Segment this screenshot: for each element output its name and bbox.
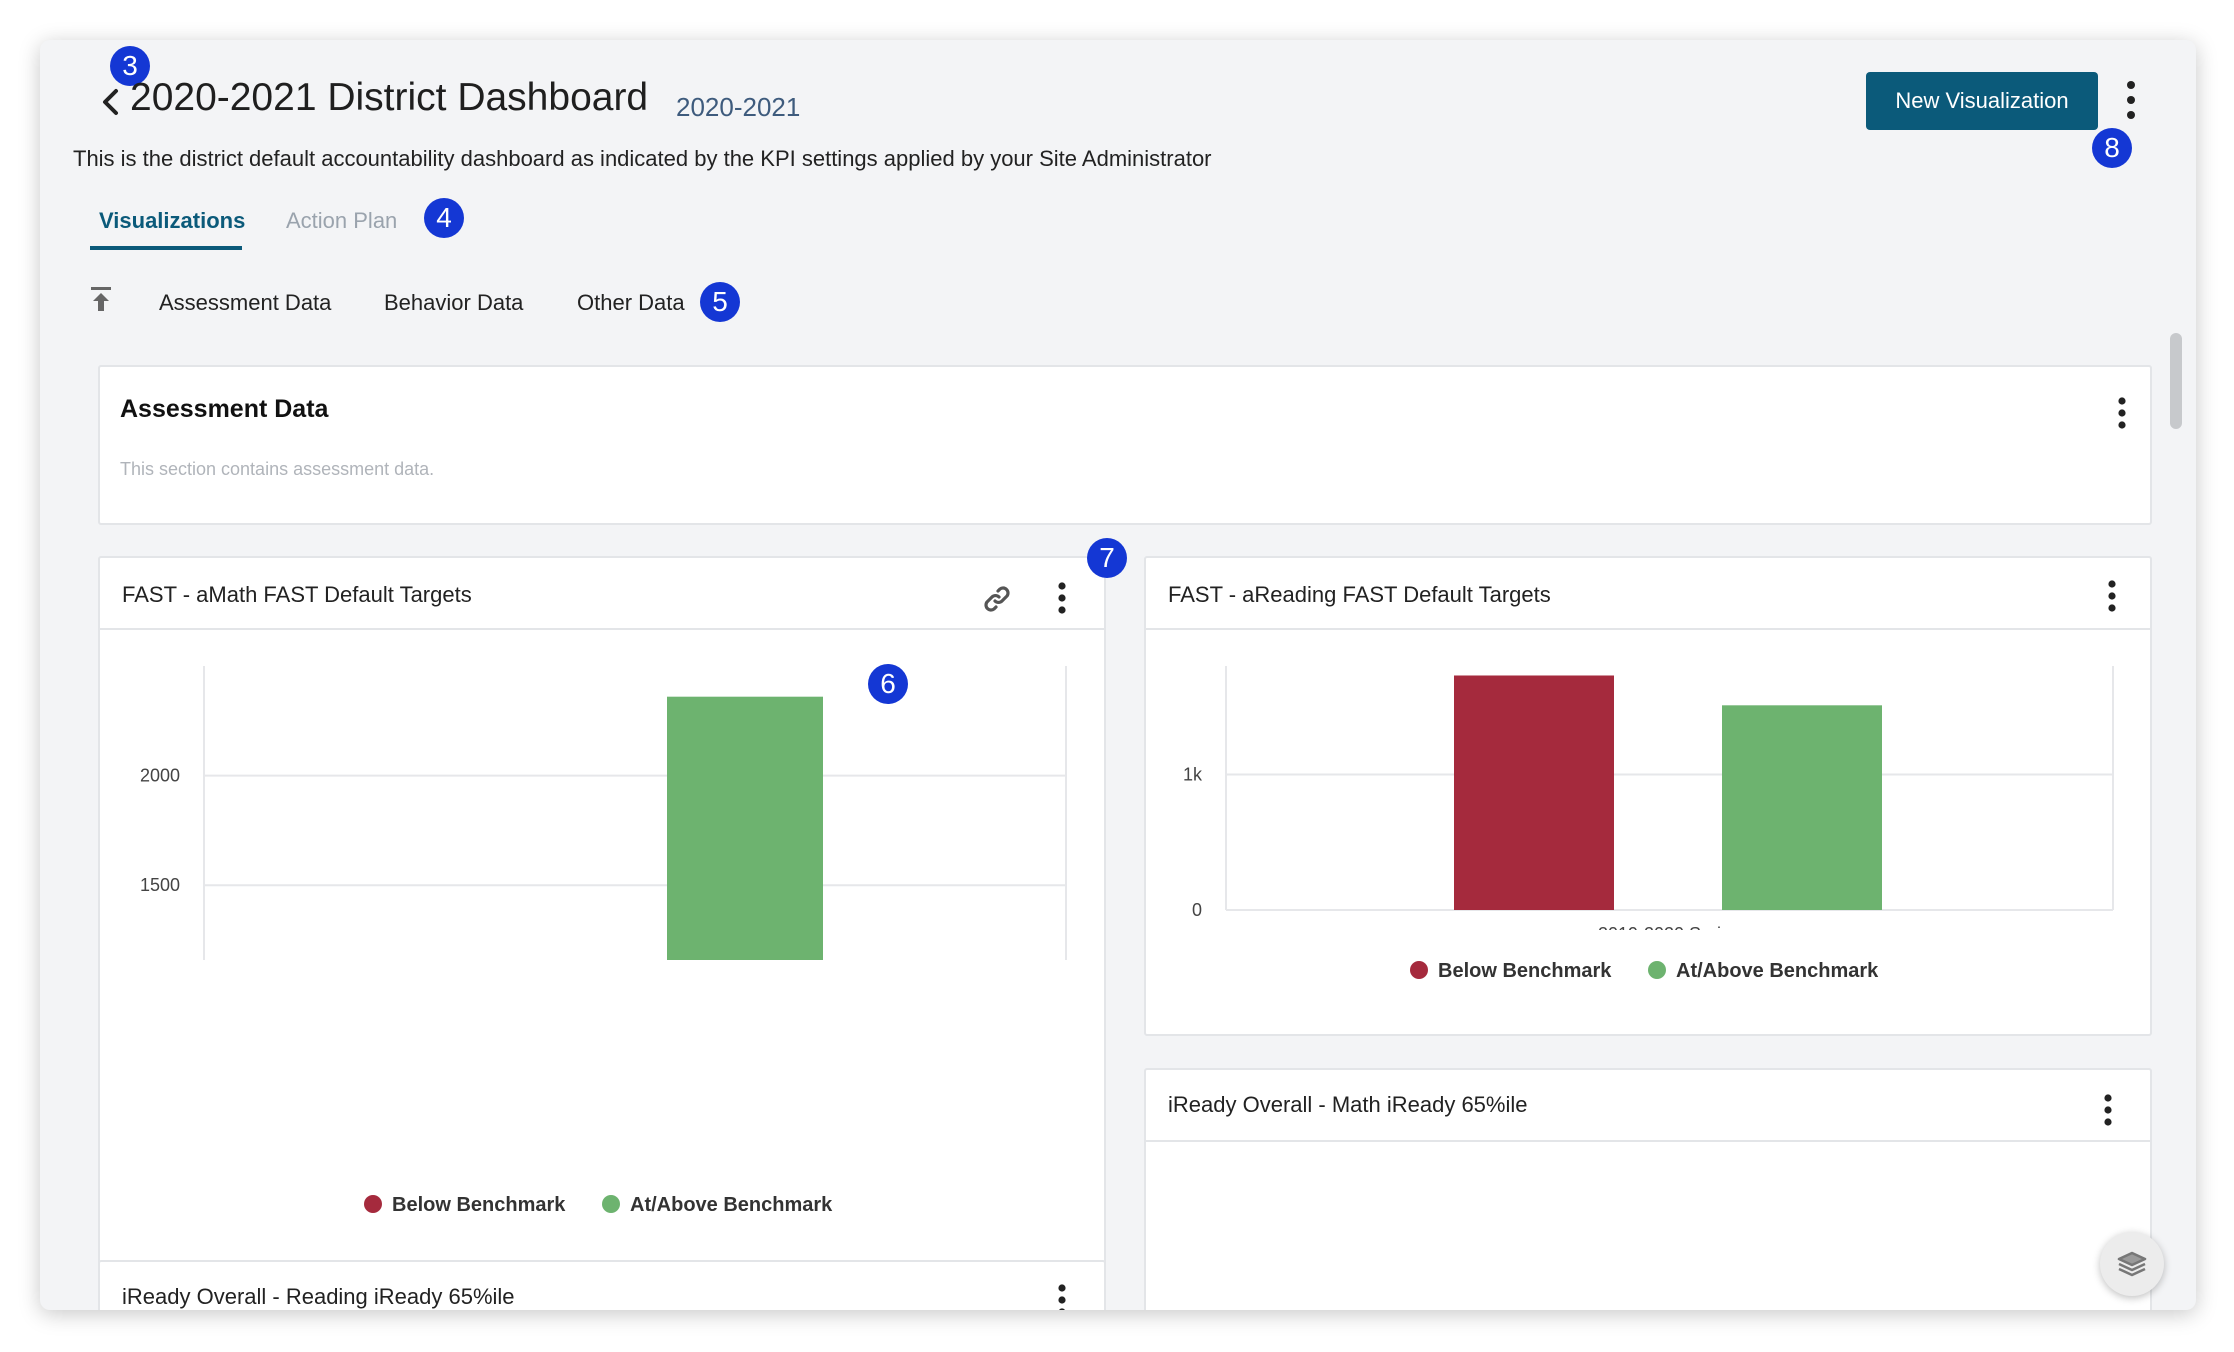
page-title-year: 2020-2021	[676, 92, 801, 122]
active-tab-indicator	[90, 246, 242, 250]
legend-dot	[364, 1195, 382, 1213]
app-window: 3 2020-2021 District Dashboard 2020-2021…	[40, 40, 2196, 1310]
legend-dot	[1648, 961, 1666, 979]
bar-at-above-benchmark[interactable]	[667, 696, 823, 960]
tab-action-plan[interactable]: Action Plan	[286, 208, 398, 233]
card-divider	[1146, 1140, 2150, 1142]
legend-above-benchmark: At/Above Benchmark	[1648, 960, 1878, 983]
page-description: This is the district default accountabil…	[73, 146, 1212, 171]
card-more-options-icon[interactable]	[2102, 576, 2122, 616]
annotation-badge: 7	[1087, 538, 1127, 578]
annotation-badge: 3	[110, 46, 150, 86]
visualization-card-math: FAST - aMath FAST Default Targets 050010…	[98, 556, 1106, 1268]
layers-button[interactable]	[2100, 1232, 2164, 1296]
page-title: 2020-2021 District Dashboard	[130, 76, 649, 119]
legend-label: Below Benchmark	[1438, 960, 1612, 982]
visualization-card-iready-math: iReady Overall - Math iReady 65%ile	[1144, 1068, 2152, 1310]
tab-visualizations[interactable]: Visualizations	[99, 208, 246, 233]
new-visualization-button[interactable]: New Visualization	[1866, 72, 2098, 130]
y-tick-label: 2000	[140, 766, 180, 786]
legend-dot	[1410, 961, 1428, 979]
x-tick-label: 2019-2020 Spring	[1598, 924, 1741, 930]
section-nav-other[interactable]: Other Data	[577, 290, 685, 315]
bar-below-benchmark[interactable]	[1454, 675, 1614, 910]
back-arrow-icon[interactable]	[92, 82, 132, 122]
y-tick-label: 0	[1192, 900, 1202, 920]
link-icon[interactable]	[980, 582, 1014, 616]
annotation-badge: 4	[424, 198, 464, 238]
card-title: FAST - aReading FAST Default Targets	[1168, 582, 1551, 607]
card-divider	[1146, 628, 2150, 630]
card-more-options-icon[interactable]	[1052, 578, 1072, 618]
section-nav-assessment[interactable]: Assessment Data	[159, 290, 332, 315]
legend-above-benchmark: At/Above Benchmark	[602, 1194, 832, 1217]
collapse-all-icon[interactable]	[89, 285, 113, 313]
card-more-options-icon[interactable]	[2098, 1090, 2118, 1130]
annotation-badge: 6	[868, 664, 908, 704]
card-title: iReady Overall - Reading iReady 65%ile	[122, 1284, 515, 1309]
annotation-badge: 5	[700, 282, 740, 322]
legend-label: At/Above Benchmark	[1676, 960, 1879, 982]
scrollbar-thumb[interactable]	[2170, 333, 2182, 429]
section-description: This section contains assessment data.	[120, 459, 435, 479]
legend-below-benchmark: Below Benchmark	[364, 1194, 565, 1217]
card-title: FAST - aMath FAST Default Targets	[122, 582, 472, 607]
legend-dot	[602, 1195, 620, 1213]
y-tick-label: 1k	[1183, 764, 1203, 784]
visualization-card-reading: FAST - aReading FAST Default Targets 0 1k…	[1144, 556, 2152, 1036]
visualization-card-iready-reading: iReady Overall - Reading iReady 65%ile	[98, 1260, 1106, 1310]
layers-icon	[2117, 1251, 2147, 1277]
annotation-badge: 8	[2092, 128, 2132, 168]
assessment-section-card: Assessment Data This section contains as…	[98, 365, 2152, 525]
legend-below-benchmark: Below Benchmark	[1410, 960, 1611, 983]
section-nav-behavior[interactable]: Behavior Data	[384, 290, 524, 315]
math-bar-chart: 05001000150020002019-2020 Spring	[140, 666, 1067, 960]
y-tick-label: 1500	[140, 875, 180, 895]
card-more-options-icon[interactable]	[1052, 1280, 1072, 1310]
legend-label: At/Above Benchmark	[630, 1194, 833, 1216]
card-divider	[100, 628, 1104, 630]
bar-at-above-benchmark[interactable]	[1722, 705, 1882, 910]
more-options-icon[interactable]	[2118, 76, 2144, 126]
card-title: iReady Overall - Math iReady 65%ile	[1168, 1092, 1528, 1117]
section-more-options-icon[interactable]	[2112, 393, 2132, 433]
legend-label: Below Benchmark	[392, 1194, 566, 1216]
section-title: Assessment Data	[120, 395, 329, 423]
reading-bar-chart: 0 1k 2019-2020 Spring	[1183, 666, 2114, 930]
